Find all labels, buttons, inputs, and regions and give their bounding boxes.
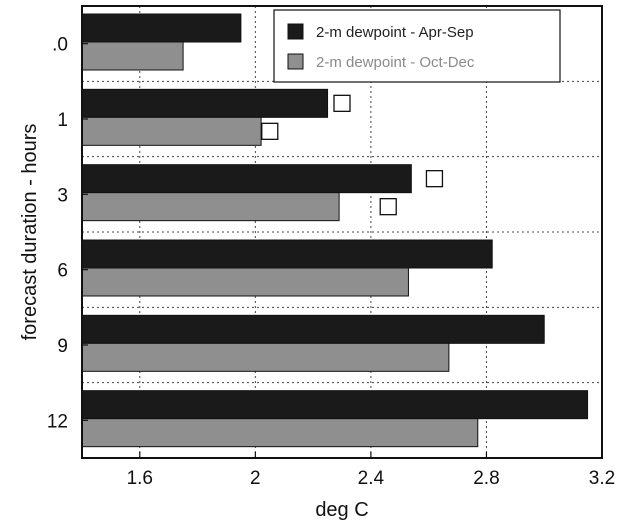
bars: [81, 13, 589, 448]
bar-oct-dec-9: [81, 342, 450, 372]
y-tick-label: 3: [57, 185, 68, 206]
y-ticks: .0 1 3 6 9 12: [47, 35, 88, 432]
x-tick-label: 2.4: [358, 468, 385, 489]
marker-square: [379, 198, 397, 216]
x-tick-label: 1.6: [127, 468, 153, 489]
bar-apr-sep-12: [81, 390, 589, 420]
bar-apr-sep-3: [81, 164, 412, 194]
x-ticks: 1.6 2 2.4 2.8 3.2: [127, 452, 615, 489]
y-tick-label: 1: [57, 110, 68, 131]
y-tick-label: 12: [47, 411, 68, 432]
legend-swatch-oct-dec: [287, 53, 304, 70]
plot-frame: [81, 5, 603, 459]
markers: [261, 94, 444, 216]
legend-label-apr-sep: 2-m dewpoint - Apr-Sep: [316, 24, 474, 41]
y-tick-label: .0: [52, 35, 68, 56]
bar-oct-dec-6: [81, 267, 409, 297]
legend-swatch-apr-sep: [287, 23, 304, 40]
legend: 2-m dewpoint - Apr-Sep 2-m dewpoint - Oc…: [273, 9, 561, 83]
x-tick-label: 2: [250, 468, 261, 489]
bar-oct-dec-0: [81, 41, 184, 71]
bar-oct-dec-12: [81, 418, 479, 448]
bar-apr-sep-6: [81, 239, 493, 269]
marker-square: [425, 170, 444, 188]
bar-apr-sep-1: [81, 88, 329, 118]
legend-box: [273, 9, 561, 83]
bar-apr-sep-0: [81, 13, 242, 43]
marker-square: [261, 122, 279, 140]
x-axis-label: deg C: [315, 499, 368, 521]
x-tick-label: 3.2: [589, 468, 615, 489]
legend-label-oct-dec: 2-m dewpoint - Oct-Dec: [316, 54, 475, 71]
bar-oct-dec-3: [81, 192, 340, 222]
bar-apr-sep-9: [81, 314, 545, 344]
marker-square: [333, 94, 351, 112]
x-tick-label: 2.8: [473, 468, 499, 489]
y-axis-label: forecast duration - hours: [19, 124, 41, 341]
y-tick-label: 6: [57, 261, 68, 282]
bar-oct-dec-1: [81, 116, 262, 146]
y-tick-label: 9: [57, 336, 68, 357]
